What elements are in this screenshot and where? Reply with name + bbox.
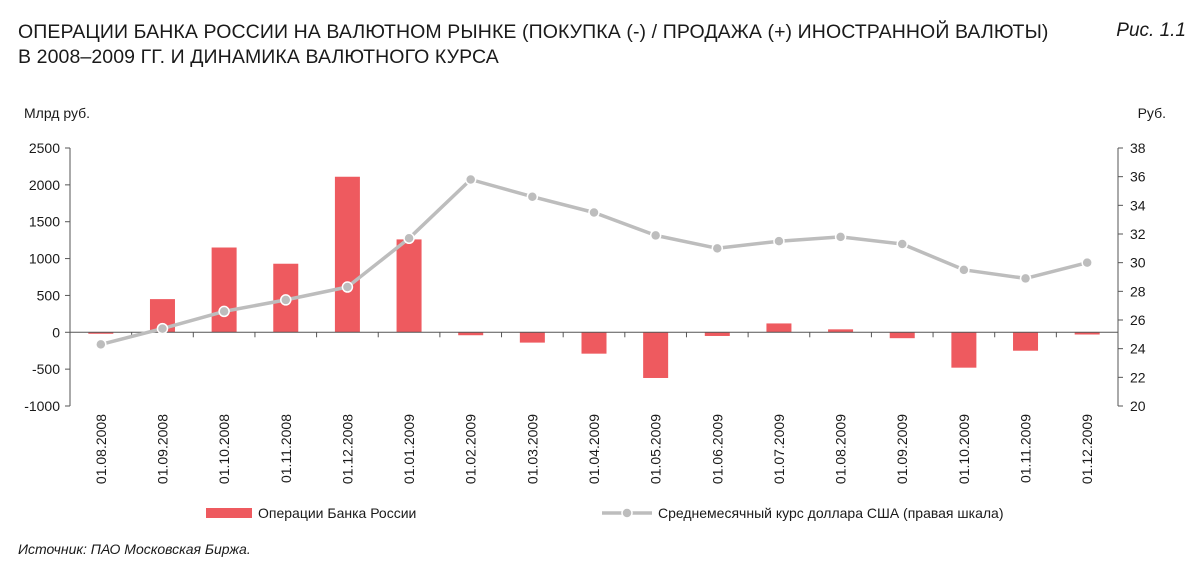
x-tick-label: 01.08.2009 — [833, 414, 849, 484]
x-tick-label: 01.07.2009 — [771, 414, 787, 484]
legend-line-marker — [621, 507, 633, 519]
rate-point — [1081, 256, 1093, 269]
y-right-tick-label: 26 — [1130, 312, 1146, 328]
x-tick-label: 01.12.2009 — [1079, 414, 1095, 484]
x-tick-label: 01.03.2009 — [524, 414, 540, 484]
legend-bar-swatch — [206, 508, 252, 518]
rate-point — [95, 338, 107, 351]
y-left-tick-label: -1000 — [24, 398, 60, 414]
rate-point — [896, 238, 908, 250]
bar — [1013, 332, 1039, 351]
rate-point — [403, 232, 415, 245]
y-axis-right-label: Руб. — [1138, 105, 1166, 121]
x-tick-label: 01.08.2008 — [93, 414, 109, 484]
rate-point — [834, 231, 847, 243]
rate-point — [773, 235, 785, 247]
x-tick-label: 01.10.2009 — [956, 414, 972, 484]
chart-title: ОПЕРАЦИИ БАНКА РОССИИ НА ВАЛЮТНОМ РЫНКЕ … — [18, 20, 1049, 70]
bar — [88, 332, 114, 334]
bar — [766, 323, 792, 333]
rate-line — [100, 177, 1088, 347]
rate-point — [156, 322, 169, 335]
y-left-tick-label: 0 — [52, 324, 60, 340]
rate-point — [341, 281, 354, 293]
rate-point — [464, 173, 477, 186]
bar — [643, 332, 669, 378]
x-tick-label: 01.09.2009 — [894, 414, 910, 484]
y-right-tick-label: 34 — [1130, 197, 1146, 213]
x-tick-label: 01.10.2008 — [216, 414, 232, 484]
bar — [889, 332, 915, 339]
bar — [1074, 332, 1100, 335]
bar — [458, 332, 484, 336]
y-right-tick-label: 30 — [1130, 255, 1146, 271]
bar — [704, 332, 730, 336]
figure-label: Рис. 1.1 — [1116, 20, 1186, 41]
bar — [334, 176, 360, 333]
y-right-tick-label: 36 — [1130, 169, 1146, 185]
x-tick-label: 01.01.2009 — [401, 414, 417, 484]
source-note: Источник: ПАО Московская Биржа. — [18, 541, 251, 557]
y-axis-left-label: Млрд руб. — [24, 105, 90, 121]
legend-line-label: Среднемесячный курс доллара США (правая … — [658, 505, 1003, 521]
x-tick-label: 01.02.2009 — [463, 414, 479, 484]
x-tick-label: 01.11.2009 — [1018, 414, 1034, 483]
y-left-tick-label: 2500 — [29, 140, 60, 156]
rate-point — [526, 190, 539, 203]
bar — [396, 239, 422, 333]
rate-point — [1019, 272, 1032, 285]
x-tick-label: 01.05.2009 — [648, 414, 664, 484]
y-left-tick-label: -500 — [32, 361, 60, 377]
y-left-tick-label: 1000 — [29, 251, 60, 267]
y-right-tick-label: 38 — [1130, 140, 1146, 156]
rate-point — [588, 206, 600, 219]
chart-title-line-2: В 2008–2009 ГГ. И ДИНАМИКА ВАЛЮТНОГО КУР… — [18, 46, 499, 68]
x-tick-label: 01.06.2009 — [709, 414, 725, 484]
bar — [951, 332, 977, 368]
y-right-tick-label: 22 — [1130, 369, 1146, 385]
chart-title-line-1: ОПЕРАЦИИ БАНКА РОССИИ НА ВАЛЮТНОМ РЫНКЕ … — [18, 21, 1049, 43]
x-tick-label: 01.04.2009 — [586, 414, 602, 484]
y-right-tick-label: 24 — [1130, 341, 1146, 357]
x-tick-label: 01.11.2008 — [278, 414, 294, 483]
y-right-tick-label: 20 — [1130, 398, 1146, 414]
rate-point — [218, 305, 230, 318]
bar — [211, 247, 237, 333]
x-tick-label: 01.09.2008 — [154, 414, 170, 484]
bar — [828, 329, 854, 333]
bar — [519, 332, 545, 343]
x-tick-label: 01.12.2008 — [339, 414, 355, 484]
bar — [581, 332, 607, 354]
y-left-tick-label: 500 — [37, 287, 61, 303]
y-left-tick-label: 1500 — [29, 214, 60, 230]
y-left-tick-label: 2000 — [29, 177, 60, 193]
y-right-tick-label: 32 — [1130, 226, 1146, 242]
legend-bar-label: Операции Банка России — [258, 505, 416, 521]
rate-point — [649, 229, 662, 242]
y-right-tick-label: 28 — [1130, 283, 1146, 299]
rate-point — [711, 242, 724, 255]
rate-point — [958, 264, 970, 276]
rate-point — [280, 294, 292, 306]
